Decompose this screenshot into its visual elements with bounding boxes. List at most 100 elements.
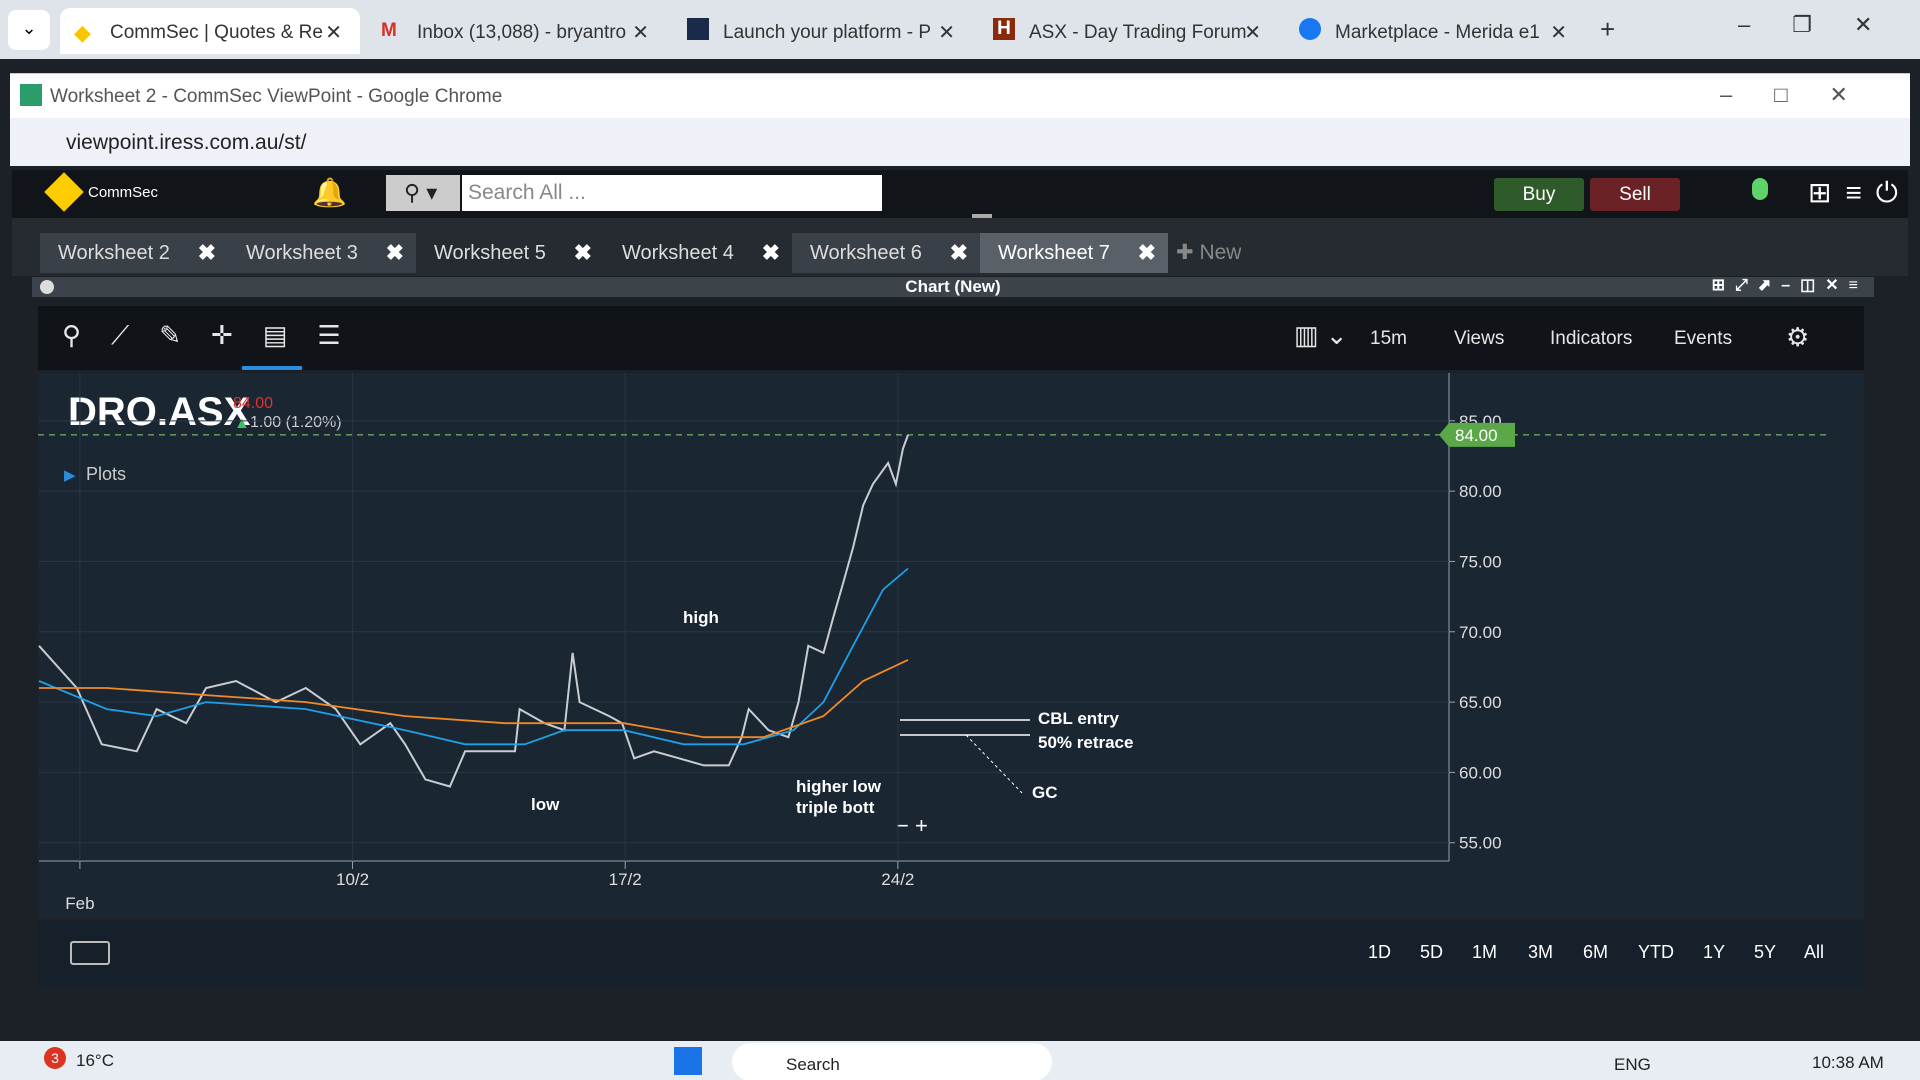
search-type[interactable]: ⚲ ▾ <box>386 175 460 211</box>
start-button[interactable] <box>674 1047 702 1075</box>
y-tick-label: 65.00 <box>1459 693 1502 712</box>
x-tick-label: Feb <box>65 894 94 913</box>
worksheet-label: Worksheet 5 <box>434 242 546 264</box>
range-button[interactable]: 5D <box>1420 942 1444 962</box>
tab-menu[interactable]: ⌄ <box>8 10 50 50</box>
browser-tab[interactable]: ASX - Day Trading Forum ✕ H <box>979 8 1279 54</box>
worksheet-tab[interactable]: Worksheet 3 ✖ <box>228 233 416 273</box>
drag-handle <box>972 214 992 218</box>
notification-badge: 3 <box>44 1047 66 1069</box>
keyboard-icon[interactable] <box>70 941 110 965</box>
tab-label: ASX - Day Trading Forum <box>1029 22 1247 43</box>
toolbar-item[interactable]: Events <box>1674 328 1733 349</box>
worksheet-tab[interactable]: Worksheet 6 ✖ <box>792 233 980 273</box>
tab-label: Inbox (13,088) - bryantro <box>417 22 627 43</box>
range-button[interactable]: 1M <box>1472 942 1498 962</box>
annotation: GC <box>1032 783 1058 802</box>
range-button[interactable]: 1D <box>1368 942 1392 962</box>
address-bar[interactable]: viewpoint.iress.com.au/st/ <box>10 118 1910 166</box>
up-arrow: ▲ <box>234 415 250 432</box>
last-price: 84.00 <box>233 395 273 412</box>
annotation-line <box>965 734 1023 794</box>
y-tick-label: 60.00 <box>1459 763 1502 782</box>
brand: CommSec <box>88 184 159 201</box>
window-title: Worksheet 2 - CommSec ViewPoint - Google… <box>10 73 1910 118</box>
last-price-tag <box>1439 422 1515 447</box>
chart-type[interactable]: ▥ ⌄ <box>1294 320 1348 350</box>
range-bar: 1D 5D 1M 3M 6M YTD 1Y 5Y All <box>38 921 1864 987</box>
range-button[interactable]: All <box>1804 942 1825 962</box>
tab-label: Launch your platform - P <box>723 22 932 43</box>
range-button[interactable]: 6M <box>1583 942 1609 962</box>
worksheet-tab[interactable]: Worksheet 2 ✖ <box>40 233 228 273</box>
worksheet-tab[interactable]: Worksheet 7 ✖ <box>980 233 1168 273</box>
status-icon <box>1752 178 1768 200</box>
symbol: DRO.ASX <box>68 390 251 434</box>
annotation: triple bott <box>796 798 875 817</box>
taskbar: 3 16°C Search ENG 10:38 AM <box>0 1041 1920 1080</box>
new-tab[interactable]: + <box>1600 14 1616 44</box>
x-tick-label: 10/2 <box>336 870 369 889</box>
series-line <box>38 567 909 746</box>
range-button[interactable]: 5Y <box>1754 942 1777 962</box>
bell-icon[interactable]: 🔔 <box>312 177 347 208</box>
new-label: New <box>1199 241 1242 264</box>
worksheet-label: Worksheet 4 <box>622 242 734 264</box>
annotation: 50% retrace <box>1038 733 1133 752</box>
toolbar-item[interactable]: Indicators <box>1550 328 1633 349</box>
browser-tab[interactable]: Inbox (13,088) - bryantro ✕ M <box>381 20 649 44</box>
y-tick-label: 55.00 <box>1459 834 1502 853</box>
app-header: CommSec 🔔 ⚲ ▾ Search All ... Buy Sell ⊞≡… <box>12 170 1908 218</box>
settings[interactable]: ⚙ <box>1786 322 1810 352</box>
window-title-text: Worksheet 2 - CommSec ViewPoint - Google… <box>50 86 503 107</box>
worksheet-tab[interactable]: Worksheet 5 ✖ <box>416 233 604 273</box>
browser-tab[interactable]: Marketplace - Merida e1 ✕ <box>1285 8 1585 54</box>
app-controls[interactable]: ⊞≡⏻ <box>1808 177 1908 208</box>
browser-tab[interactable]: Launch your platform - P ✕ <box>673 8 973 54</box>
browser-tabs: ⌄ CommSec | Quotes & Re ✕ ◆ Inbox (13,088)… <box>0 0 1920 59</box>
toolbar-item[interactable]: 15m <box>1370 328 1407 349</box>
search-label: Search <box>786 1055 840 1074</box>
worksheet-tab[interactable]: Worksheet 4 ✖ <box>604 233 792 273</box>
search-input[interactable]: Search All ... <box>462 175 882 211</box>
y-tick-label: 80.00 <box>1459 482 1502 501</box>
annotation: low <box>531 795 560 814</box>
annotation: CBL entry <box>1038 709 1119 728</box>
last-price-tag-label: 84.00 <box>1455 426 1498 445</box>
panel-title-text: Chart (New) <box>905 277 1001 296</box>
logo <box>44 172 84 212</box>
chart-area <box>38 373 1864 918</box>
y-tick-label: 75.00 <box>1459 552 1502 571</box>
toolbar-item[interactable]: Views <box>1454 328 1505 349</box>
range-button[interactable]: 3M <box>1528 942 1554 962</box>
worksheet-label: Worksheet 6 <box>810 242 922 264</box>
chart: DRO.ASX 84.00 1.00 (1.20%) ▲ ▶ Plots − +… <box>38 373 1828 913</box>
sell-button[interactable]: Sell <box>1590 178 1680 211</box>
range-button[interactable]: 1Y <box>1703 942 1726 962</box>
panel-title: Chart (New) ⊞⤢⬈–◫✕≡ <box>32 277 1874 297</box>
buy-button[interactable]: Buy <box>1494 178 1584 211</box>
price-change: 1.00 (1.20%) <box>250 414 342 431</box>
taskbar-search[interactable]: Search <box>732 1043 1052 1080</box>
active-tool <box>242 366 302 370</box>
zoom-controls[interactable]: − + <box>896 813 928 838</box>
plots-toggle[interactable]: Plots <box>86 464 126 484</box>
url: viewpoint.iress.com.au/st/ <box>66 131 307 154</box>
x-tick-label: 17/2 <box>609 870 642 889</box>
annotation: high <box>683 608 719 627</box>
x-tick-label: 24/2 <box>881 870 914 889</box>
window-controls[interactable]: –❐✕ <box>1738 12 1908 37</box>
range-button[interactable]: YTD <box>1638 942 1674 962</box>
new-worksheet[interactable]: ✚ New <box>1176 241 1242 264</box>
plots-arrow: ▶ <box>64 467 76 484</box>
temperature: 16°C <box>76 1051 114 1070</box>
worksheet-label: Worksheet 2 <box>58 242 170 264</box>
annotation: higher low <box>796 777 882 796</box>
tab-label: Marketplace - Merida e1 <box>1335 22 1540 43</box>
tool-icons[interactable]: ⚲⟋✎✛▤☰ <box>62 320 371 350</box>
series-line <box>38 434 909 788</box>
worksheet-tabs: Worksheet 2 ✖ Worksheet 3 ✖ Worksheet 5 ✖ W… <box>12 218 1908 276</box>
browser-tab[interactable]: CommSec | Quotes & Re ✕ ◆ <box>60 8 360 54</box>
series-line <box>39 659 909 739</box>
